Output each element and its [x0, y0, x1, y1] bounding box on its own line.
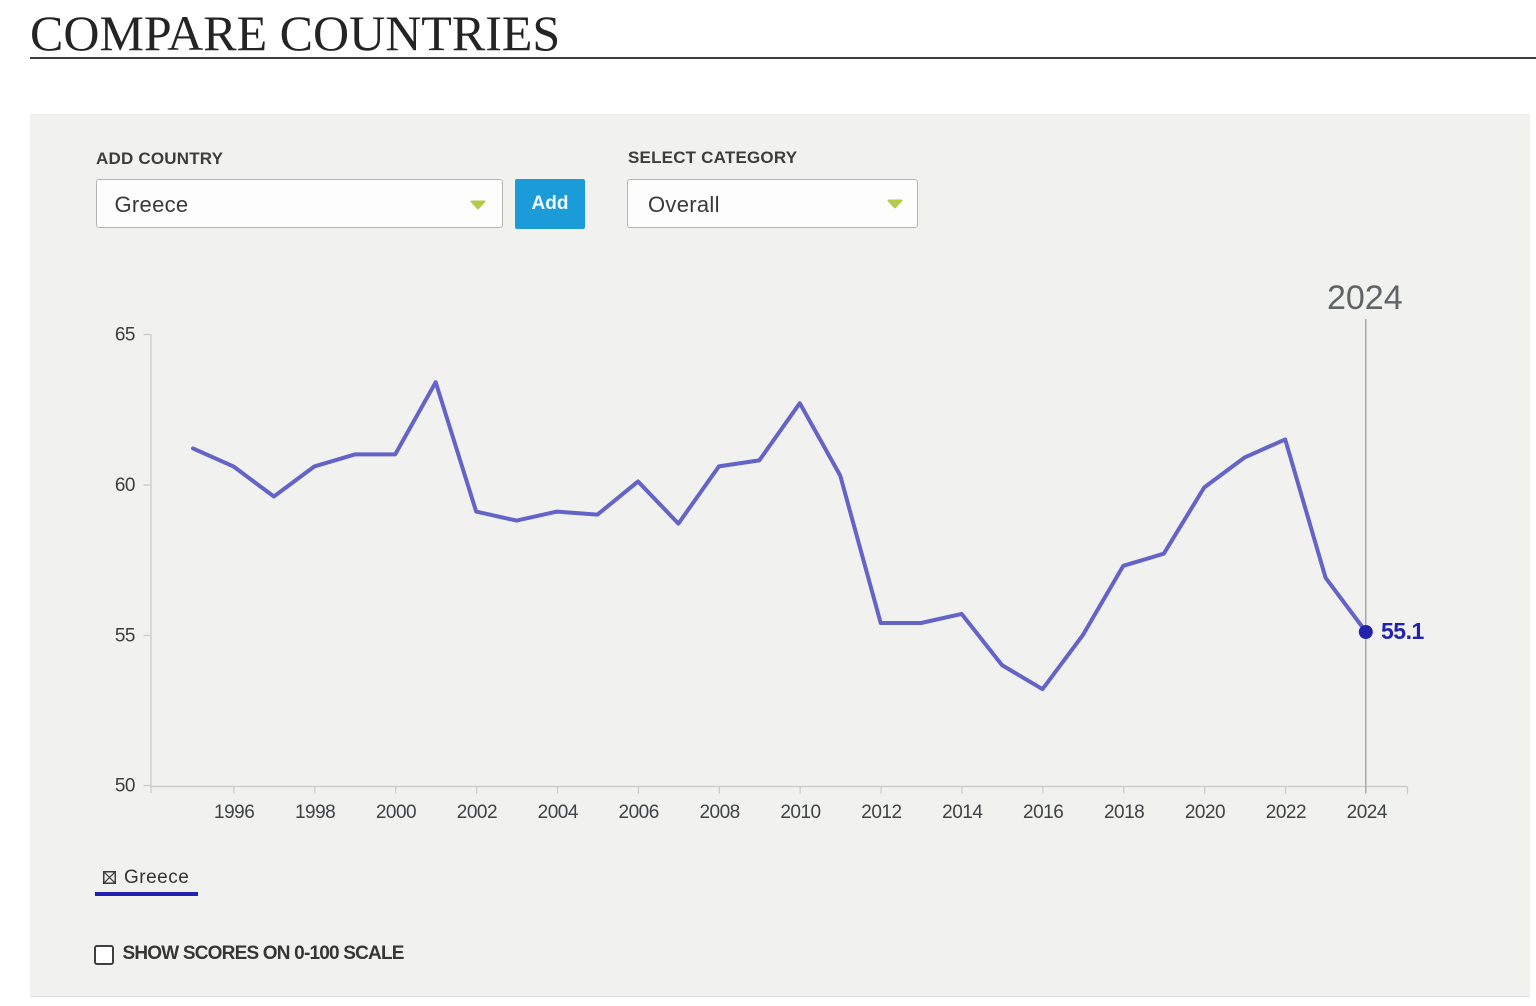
svg-text:2002: 2002 — [457, 802, 497, 823]
svg-text:2004: 2004 — [538, 802, 579, 823]
svg-text:2018: 2018 — [1104, 802, 1144, 823]
svg-text:2010: 2010 — [780, 802, 820, 823]
svg-text:2012: 2012 — [861, 802, 901, 823]
svg-text:1996: 1996 — [214, 802, 254, 823]
svg-text:2024: 2024 — [1327, 279, 1403, 317]
svg-text:2000: 2000 — [376, 802, 416, 823]
svg-text:2014: 2014 — [942, 802, 983, 823]
svg-text:2024: 2024 — [1347, 802, 1388, 823]
svg-text:55: 55 — [115, 626, 135, 647]
svg-text:2016: 2016 — [1023, 802, 1063, 823]
svg-text:60: 60 — [115, 475, 135, 496]
svg-text:2006: 2006 — [619, 802, 659, 823]
svg-text:65: 65 — [115, 325, 135, 346]
svg-text:2020: 2020 — [1185, 802, 1225, 823]
svg-text:2022: 2022 — [1266, 802, 1306, 823]
svg-text:50: 50 — [115, 776, 135, 797]
svg-text:1998: 1998 — [295, 802, 335, 823]
svg-text:55.1: 55.1 — [1381, 618, 1424, 644]
svg-text:2008: 2008 — [699, 802, 739, 823]
